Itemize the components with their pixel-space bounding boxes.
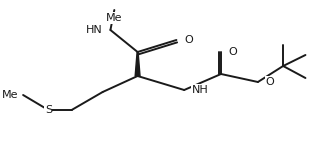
Text: O: O [229,47,237,57]
Polygon shape [135,52,140,76]
Text: Me: Me [2,90,18,100]
Text: NH: NH [192,85,209,95]
Text: S: S [45,105,52,115]
Text: Me: Me [106,13,123,23]
Text: HN: HN [86,25,103,35]
Text: O: O [266,77,275,87]
Text: O: O [184,35,193,45]
